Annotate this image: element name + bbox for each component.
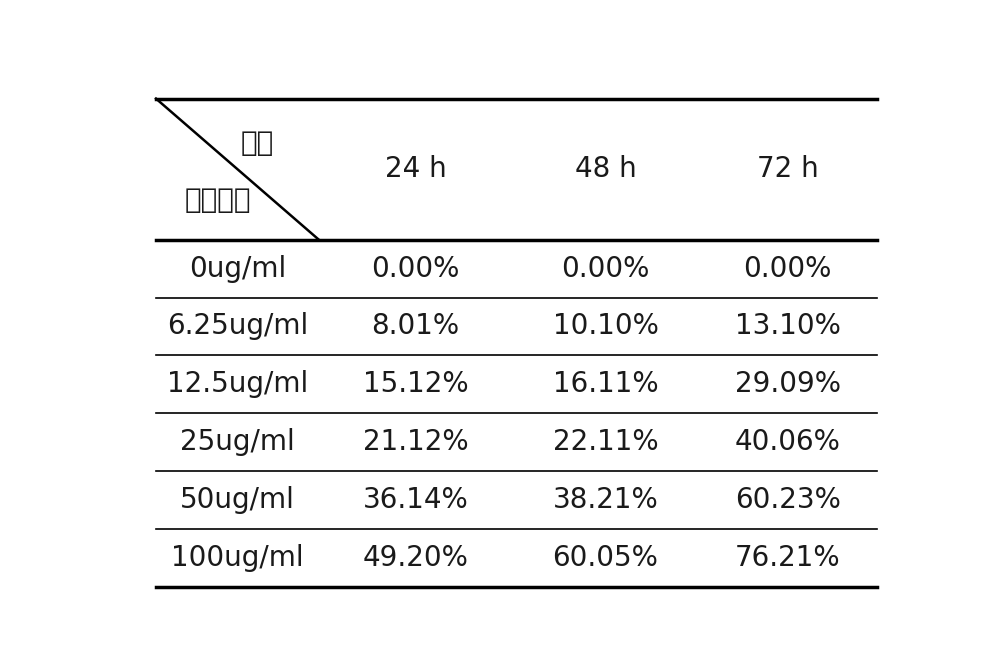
Text: 36.14%: 36.14% [363, 486, 468, 514]
Text: 24 h: 24 h [385, 155, 446, 183]
Text: 21.12%: 21.12% [363, 428, 468, 456]
Text: 样品浓度: 样品浓度 [185, 186, 251, 215]
Text: 0.00%: 0.00% [371, 254, 460, 283]
Text: 29.09%: 29.09% [735, 370, 841, 398]
Text: 0ug/ml: 0ug/ml [189, 254, 286, 283]
Text: 48 h: 48 h [575, 155, 636, 183]
Text: 6.25ug/ml: 6.25ug/ml [167, 313, 308, 341]
Text: 时间: 时间 [240, 129, 274, 157]
Text: 49.20%: 49.20% [363, 544, 469, 572]
Text: 40.06%: 40.06% [735, 428, 841, 456]
Text: 12.5ug/ml: 12.5ug/ml [167, 370, 308, 398]
Text: 38.21%: 38.21% [553, 486, 658, 514]
Text: 60.05%: 60.05% [553, 544, 658, 572]
Text: 22.11%: 22.11% [553, 428, 658, 456]
Text: 13.10%: 13.10% [735, 313, 841, 341]
Text: 8.01%: 8.01% [372, 313, 460, 341]
Text: 60.23%: 60.23% [735, 486, 841, 514]
Text: 10.10%: 10.10% [553, 313, 658, 341]
Text: 15.12%: 15.12% [363, 370, 468, 398]
Text: 100ug/ml: 100ug/ml [171, 544, 304, 572]
Text: 25ug/ml: 25ug/ml [180, 428, 295, 456]
Text: 76.21%: 76.21% [735, 544, 840, 572]
Text: 16.11%: 16.11% [553, 370, 658, 398]
Text: 72 h: 72 h [757, 155, 818, 183]
Text: 0.00%: 0.00% [743, 254, 832, 283]
Text: 50ug/ml: 50ug/ml [180, 486, 295, 514]
Text: 0.00%: 0.00% [561, 254, 650, 283]
